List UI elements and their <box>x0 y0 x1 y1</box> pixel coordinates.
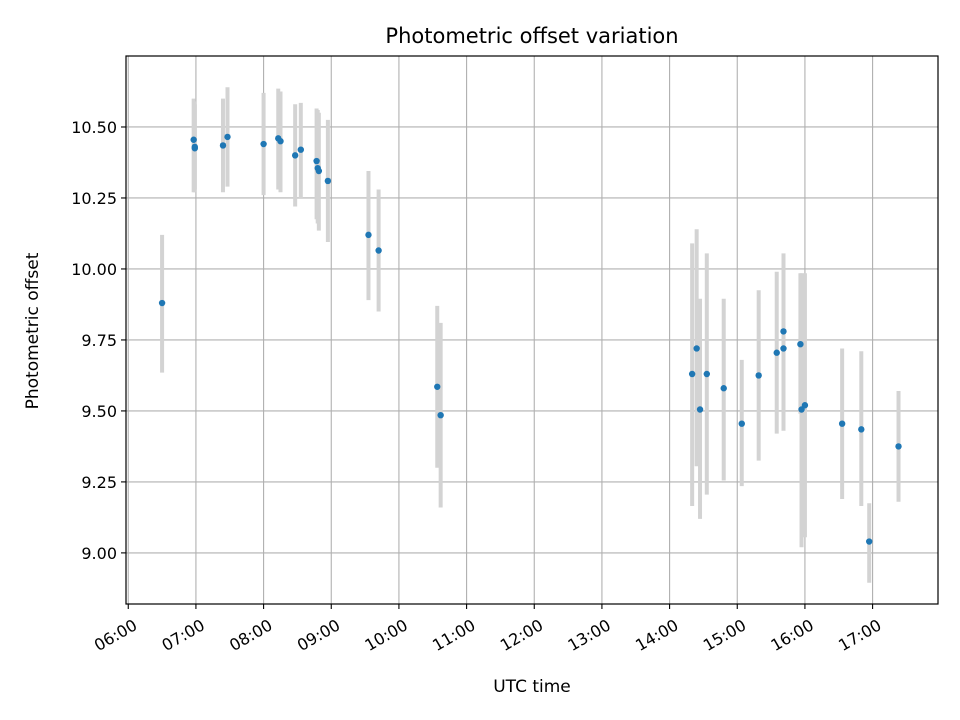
data-point-3 <box>191 145 198 152</box>
data-point-15 <box>365 231 372 239</box>
data-point-17 <box>434 383 441 390</box>
data-point-32 <box>838 420 846 427</box>
y-tick-label-6: 10.50 <box>71 118 117 137</box>
data-point-9 <box>291 152 299 159</box>
chart-title: Photometric offset variation <box>385 24 678 48</box>
data-point-10 <box>297 146 305 153</box>
data-point-13 <box>315 167 323 175</box>
data-point-30 <box>798 406 805 413</box>
y-axis-title: Photometric offset <box>23 252 43 409</box>
data-point-34 <box>866 538 873 545</box>
y-tick-label-0: 9.00 <box>81 544 117 563</box>
y-tick-label-3: 9.75 <box>81 331 117 350</box>
data-point-35 <box>895 443 902 450</box>
data-point-28 <box>780 345 787 352</box>
data-point-21 <box>696 406 704 413</box>
data-point-4 <box>219 142 227 149</box>
y-tick-label-4: 10.00 <box>71 260 117 279</box>
data-point-19 <box>688 370 696 378</box>
data-point-26 <box>773 349 780 356</box>
x-axis-title: UTC time <box>493 677 571 697</box>
data-point-33 <box>858 426 865 433</box>
data-point-31 <box>801 402 809 409</box>
data-point-5 <box>224 133 231 141</box>
data-point-11 <box>313 157 320 165</box>
data-point-20 <box>693 345 700 352</box>
data-point-25 <box>755 372 762 379</box>
data-point-6 <box>260 140 267 148</box>
data-point-1 <box>190 136 197 143</box>
data-point-23 <box>720 385 727 392</box>
data-point-29 <box>797 340 804 348</box>
y-axis-ticks: 9.00 9.25 9.50 9.75 10.00 10.25 10.50 <box>71 118 126 563</box>
plot-frame <box>125 55 939 605</box>
data-point-8 <box>277 137 284 145</box>
data-point-27 <box>780 328 787 335</box>
data-point-16 <box>375 247 382 254</box>
y-tick-label-1: 9.25 <box>81 473 117 492</box>
data-points <box>158 133 902 545</box>
data-point-22 <box>703 370 711 378</box>
data-point-14 <box>324 177 332 185</box>
data-point-18 <box>437 411 444 419</box>
y-tick-label-2: 9.50 <box>81 402 117 421</box>
data-point-0 <box>158 299 166 307</box>
y-tick-label-5: 10.25 <box>71 189 117 208</box>
data-point-24 <box>738 420 745 427</box>
